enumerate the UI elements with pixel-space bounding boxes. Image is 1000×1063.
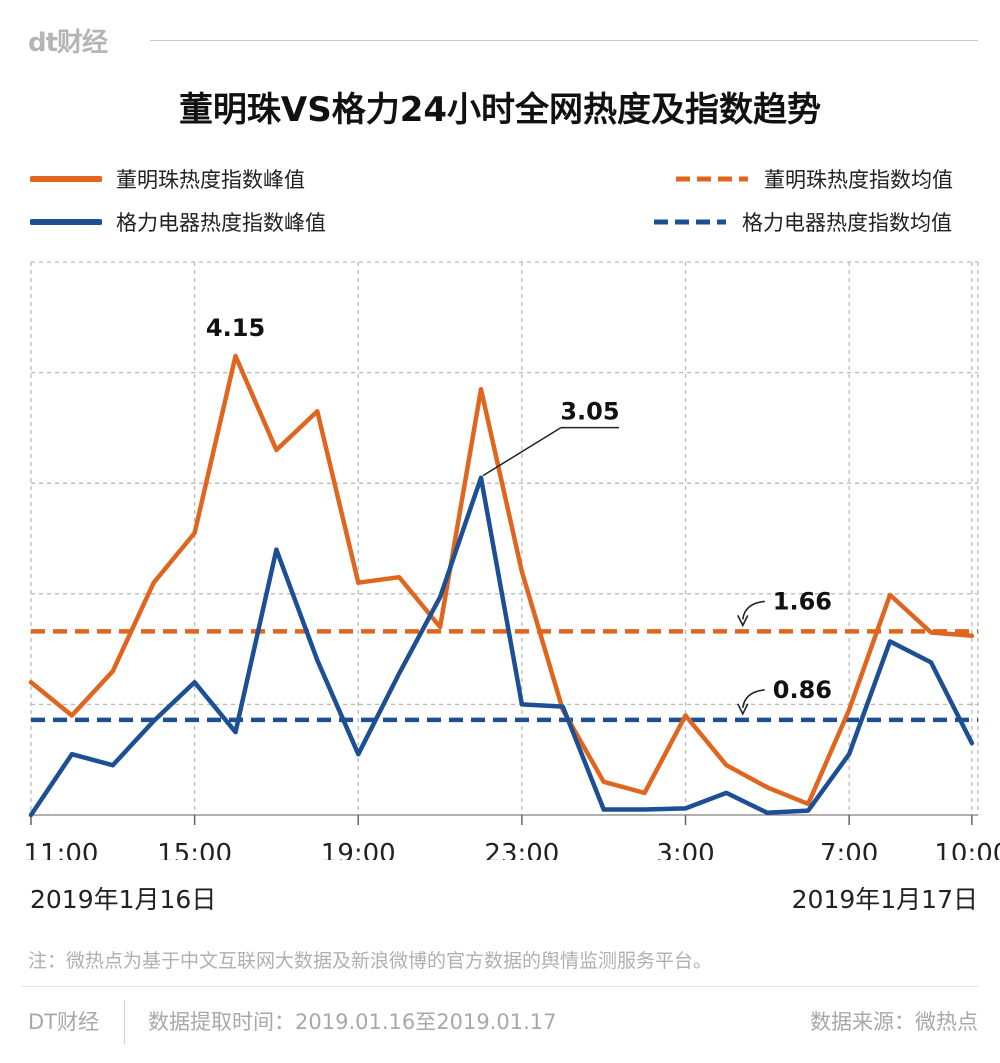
x-tick-label: 11:00 bbox=[24, 839, 99, 860]
footer-extract-time: 数据提取时间：2019.01.16至2019.01.17 bbox=[148, 1010, 557, 1034]
legend-dashed-blue-swatch bbox=[654, 219, 726, 225]
footer-source: 数据来源：微热点 bbox=[810, 1010, 978, 1034]
peak-leader-line bbox=[482, 427, 562, 477]
x-tick-label: 10:00 bbox=[934, 839, 1000, 860]
legend-dmz-mean: 董明珠热度指数均值 bbox=[674, 164, 953, 194]
header-divider bbox=[150, 40, 978, 41]
legend-solid-orange-swatch bbox=[30, 176, 102, 182]
x-tick-label: 3:00 bbox=[656, 839, 714, 860]
line-chart: 11:00 15:00 19:00 23:00 3:00 7:00 10:00 1.66 0.8… bbox=[24, 261, 1000, 860]
brand-logo: dt财经 bbox=[28, 22, 108, 59]
mean-annotation-arrow bbox=[741, 689, 765, 709]
footnote: 注：微热点为基于中文互联网大数据及新浪微博的官方数据的舆情监测服务平台。 bbox=[28, 950, 713, 972]
series-line bbox=[28, 353, 975, 807]
mean-annotation-arrowhead bbox=[737, 615, 749, 628]
chart-title: 董明珠VS格力24小时全网热度及指数趋势 bbox=[178, 90, 822, 130]
x-tick-label: 7:00 bbox=[820, 839, 878, 860]
end-date-label: 2019年1月17日 bbox=[791, 885, 978, 914]
legend-gree-peak: 格力电器热度指数峰值 bbox=[30, 207, 326, 237]
legend-gree-mean-label: 格力电器热度指数均值 bbox=[742, 211, 952, 235]
footer-separator bbox=[124, 1000, 125, 1044]
mean-annotation-arrow bbox=[741, 600, 765, 620]
mean-value-label: 1.66 bbox=[773, 587, 832, 615]
legend-dmz-peak: 董明珠热度指数峰值 bbox=[30, 164, 305, 194]
x-tick-label: 15:00 bbox=[157, 839, 232, 860]
legend-solid-blue-swatch bbox=[30, 219, 102, 225]
peak-label-dmz: 4.15 bbox=[206, 314, 265, 342]
footer-brand: DT财经 bbox=[28, 1010, 99, 1034]
legend-gree-peak-label: 格力电器热度指数峰值 bbox=[116, 211, 326, 235]
x-tick-label: 23:00 bbox=[484, 839, 559, 860]
mean-value-label: 0.86 bbox=[773, 676, 832, 704]
legend-dashed-orange-swatch bbox=[676, 176, 748, 182]
legend-dmz-mean-label: 董明珠热度指数均值 bbox=[764, 168, 953, 192]
peak-label-gree: 3.05 bbox=[560, 398, 619, 426]
series-line bbox=[28, 475, 975, 818]
mean-annotation-arrowhead bbox=[737, 703, 749, 716]
legend-dmz-peak-label: 董明珠热度指数峰值 bbox=[116, 168, 305, 192]
brand-logo-text: dt财经 bbox=[28, 28, 108, 58]
legend-gree-mean: 格力电器热度指数均值 bbox=[652, 207, 952, 237]
start-date-label: 2019年1月16日 bbox=[30, 885, 217, 914]
x-tick-label: 19:00 bbox=[321, 839, 396, 860]
footer-divider-line bbox=[22, 986, 978, 987]
